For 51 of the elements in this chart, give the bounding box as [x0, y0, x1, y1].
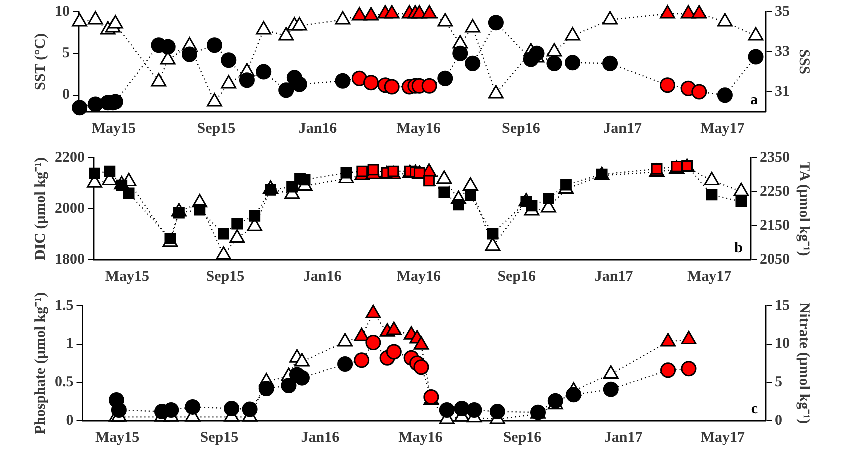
x-tick-label: May15	[105, 268, 150, 285]
x-tick-label: May16	[396, 120, 442, 137]
annotation: c	[751, 401, 758, 418]
y2-axis-title: Nitrate (μmol kg⁻¹)	[796, 302, 812, 424]
y-tick-label: 0.5	[55, 374, 74, 391]
y2-tick-label: 5	[775, 374, 782, 391]
x-tick-label: Sep15	[197, 120, 236, 137]
x-tick-label: Sep15	[200, 430, 239, 446]
y2-tick-label: 35	[775, 4, 790, 20]
annotation: a	[750, 92, 758, 108]
x-tick-label: Sep16	[502, 120, 541, 137]
x-tick-label: Jan17	[604, 430, 644, 446]
x-tick-label: Sep16	[503, 430, 542, 446]
y-tick-label: 1	[66, 336, 74, 352]
x-tick-label: Jan16	[301, 430, 340, 446]
y-tick-label: 0	[66, 412, 74, 429]
x-tick-label: Jan17	[594, 268, 634, 285]
y-axis-title: Phosphate (μmol kg⁻¹)	[32, 292, 49, 435]
x-tick-label: May17	[700, 430, 746, 446]
y-tick-label: 0	[62, 87, 70, 104]
x-tick-label: Sep16	[498, 268, 537, 285]
y-tick-label: 1.5	[55, 298, 74, 314]
y2-tick-label: 15	[775, 298, 790, 314]
y-tick-label: 10	[55, 4, 70, 20]
y2-tick-label: 2350	[760, 150, 790, 166]
x-tick-label: Sep15	[206, 268, 245, 285]
x-tick-label: Jan16	[298, 120, 338, 137]
x-tick-label: May15	[92, 120, 136, 137]
y-tick-label: 2000	[55, 200, 85, 217]
x-tick-label: May15	[95, 430, 140, 446]
annotation: b	[734, 240, 743, 256]
y2-tick-label: 2150	[760, 218, 790, 234]
y2-tick-label: 2250	[760, 184, 790, 200]
y-tick-label: 1800	[55, 252, 85, 268]
y2-tick-label: 31	[775, 84, 790, 100]
x-tick-label: May17	[688, 268, 732, 285]
x-tick-label: May16	[396, 268, 442, 285]
x-tick-label: May16	[398, 430, 444, 446]
y2-axis-title: SSS	[796, 49, 812, 75]
x-tick-label: Jan16	[303, 268, 342, 285]
y2-tick-label: 33	[775, 44, 790, 60]
y2-tick-label: 2050	[760, 252, 790, 268]
y2-tick-label: 10	[775, 336, 790, 352]
y2-tick-label: 0	[775, 412, 782, 429]
y2-axis-title: TA (μmol kg⁻¹)	[796, 162, 812, 256]
x-tick-label: Jan17	[604, 120, 642, 137]
y-tick-label: 2200	[55, 150, 85, 166]
y-tick-label: 5	[62, 46, 70, 62]
y-axis-title: DIC (μmol kg⁻¹)	[32, 157, 49, 260]
x-tick-label: May17	[700, 120, 746, 137]
y-axis-title: SST (°C)	[32, 34, 49, 90]
